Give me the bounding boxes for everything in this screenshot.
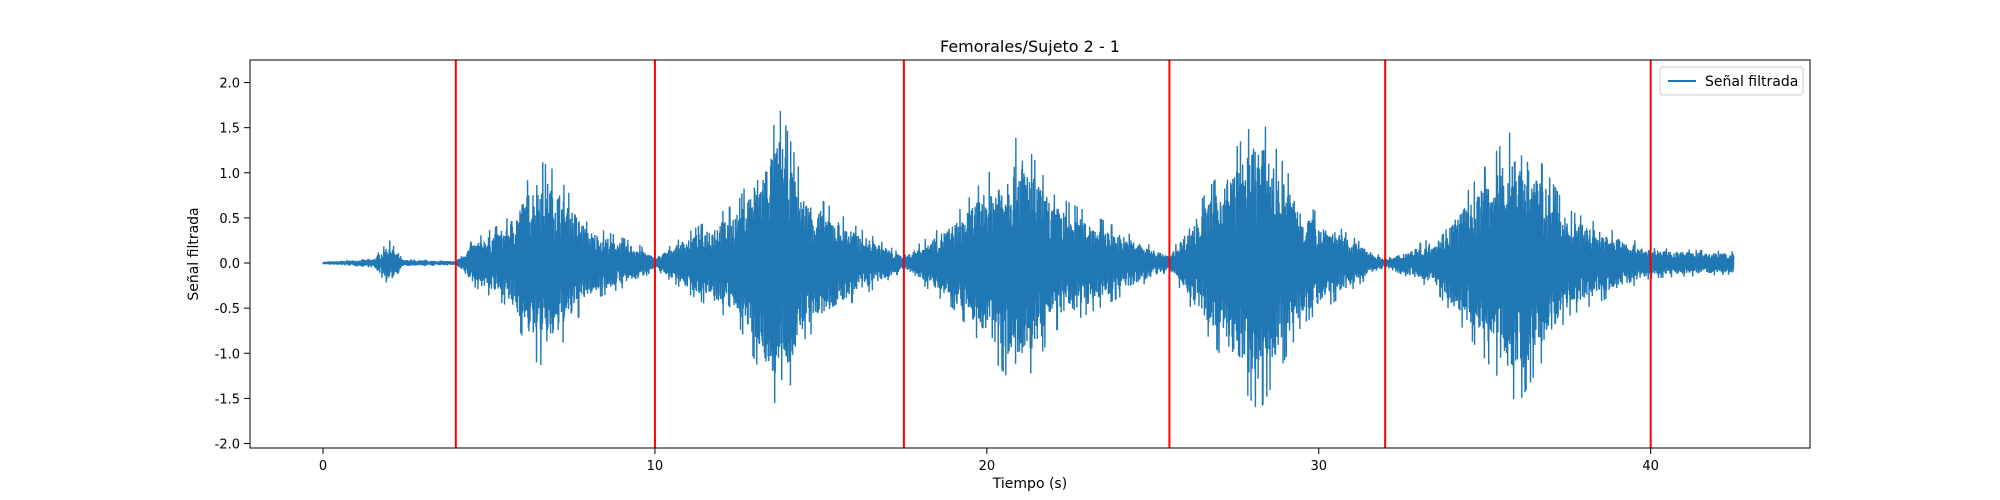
x-tick-label: 10: [647, 459, 664, 474]
y-tick-label: -2.0: [215, 437, 240, 452]
y-axis: -2.0 -1.5 -1.0 -0.5 0.0 0.5 1.0 1.5 2.0: [215, 77, 250, 452]
x-axis-label: Tiempo (s): [992, 476, 1067, 492]
signal-layer: [322, 111, 1735, 408]
y-tick-label: 0.5: [219, 212, 240, 227]
x-tick-label: 0: [319, 459, 327, 474]
x-tick-label: 40: [1642, 459, 1659, 474]
y-tick-label: 2.0: [219, 77, 240, 92]
x-axis: 0 10 20 30 40: [319, 448, 1659, 474]
x-tick-label: 30: [1310, 459, 1327, 474]
x-tick-label: 20: [979, 459, 996, 474]
y-tick-label: -1.0: [215, 347, 240, 362]
plot-area: [322, 60, 1735, 448]
legend: Señal filtrada: [1659, 66, 1804, 96]
y-axis-label: Señal filtrada: [186, 207, 202, 300]
legend-entry-label: Señal filtrada: [1705, 74, 1798, 90]
legend-box: [1659, 66, 1804, 96]
y-tick-label: -1.5: [215, 392, 240, 407]
y-tick-label: 1.5: [219, 122, 240, 137]
signal-series-line: [322, 111, 1735, 408]
y-tick-label: -0.5: [215, 302, 240, 317]
y-tick-label: 1.0: [219, 167, 240, 182]
chart-title: Femorales/Sujeto 2 - 1: [940, 37, 1120, 56]
plot-frame: [249, 59, 1811, 449]
y-tick-label: 0.0: [219, 257, 240, 272]
vline-layer: [454, 60, 1652, 448]
